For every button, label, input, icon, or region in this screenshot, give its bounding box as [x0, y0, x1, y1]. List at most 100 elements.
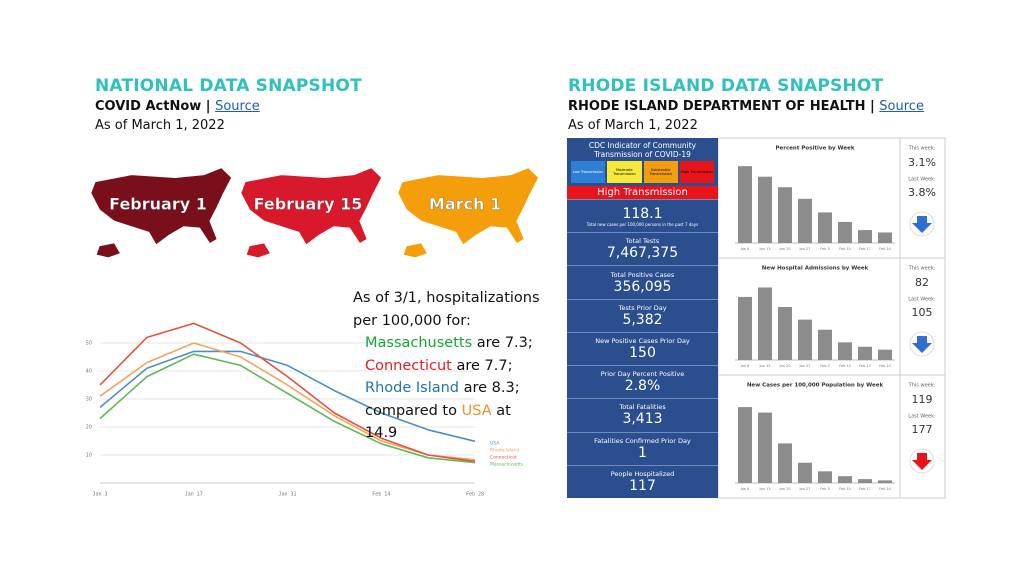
- note-item: Connecticut are 7.7;: [353, 355, 543, 378]
- state-value: are 7.7;: [456, 357, 513, 374]
- stat-value: 7,467,375: [606, 245, 679, 262]
- last-week-label: Last Week:: [908, 177, 936, 183]
- bar: [878, 232, 892, 243]
- stat: Total Tests 7,467,375: [567, 232, 718, 265]
- map-shape: [240, 167, 382, 246]
- y-tick-label: 50: [86, 341, 92, 347]
- stat-label: Prior Day Percent Positive: [600, 370, 685, 379]
- stat-value: 118.1: [622, 205, 663, 222]
- bar: [738, 296, 752, 360]
- last-week-value: 3.8%: [908, 186, 936, 199]
- cdc-legend: Low Transmission Moderate Transmission Sub…: [567, 161, 718, 186]
- bar: [858, 230, 872, 243]
- x-tick-label: Jan 6: [740, 487, 750, 491]
- x-tick-label: Jan 13: [759, 247, 771, 251]
- cdc-level: Moderate Transmission: [607, 161, 642, 183]
- stat-value: 3,413: [622, 411, 663, 428]
- this-week-label: This week:: [908, 146, 936, 152]
- last-week-value: 105: [912, 306, 933, 319]
- x-tick-label: Feb 28: [466, 492, 484, 498]
- series-line: [99, 350, 476, 443]
- national-as-of: As of March 1, 2022: [95, 118, 225, 133]
- map-shape: [90, 167, 232, 246]
- this-week-value: 119: [912, 393, 933, 406]
- stat-value: 5,382: [622, 311, 663, 328]
- bar-chart-title: New Cases per 100,000 Population by Week: [747, 383, 884, 389]
- us-map: [240, 167, 382, 258]
- x-tick-label: Jan 27: [799, 364, 811, 368]
- map-label: February 15: [254, 195, 363, 214]
- stat-label: New Positive Cases Prior Day: [595, 336, 690, 345]
- state-name: Connecticut: [365, 357, 452, 374]
- trend-arrow: [912, 336, 932, 353]
- closing-value: at 14.9: [365, 402, 511, 442]
- stat-caption: Total new cases per 100,000 persons in t…: [586, 221, 699, 227]
- bar: [818, 212, 832, 243]
- trend-arrow: [912, 216, 932, 233]
- x-tick-label: Feb 24: [879, 364, 892, 368]
- x-tick-label: Feb 17: [859, 247, 871, 251]
- last-week-label: Last Week:: [908, 414, 936, 420]
- hospitalization-note: As of 3/1, hospitalizations per 100,000 …: [353, 287, 543, 445]
- stat-label: Fatalities Confirmed Prior Day: [594, 436, 691, 445]
- stat-label: People Hospitalized: [610, 469, 675, 478]
- closing-prefix: compared to: [365, 402, 457, 419]
- series-line: [99, 353, 476, 464]
- state-name: Massachusetts: [365, 335, 473, 351]
- x-tick-label: Jan 13: [759, 487, 771, 491]
- ri-stats-panel: CDC Indicator of Community Transmission …: [567, 138, 718, 498]
- x-tick-label: Jan 20: [779, 487, 791, 491]
- y-tick-label: 30: [86, 397, 92, 403]
- us-map: [397, 167, 539, 258]
- stat-label: Total Positive Cases: [610, 270, 675, 279]
- x-tick-label: Feb 3: [820, 487, 830, 491]
- this-week-value: 3.1%: [908, 156, 936, 169]
- transmission-level: High Transmission: [567, 186, 718, 199]
- bar: [838, 342, 852, 360]
- bar: [878, 480, 892, 483]
- stat: Tests Prior Day 5,382: [567, 298, 718, 332]
- source-org: RHODE ISLAND DEPARTMENT OF HEALTH |: [568, 99, 875, 114]
- bar: [758, 176, 772, 243]
- x-tick-label: Jan 20: [779, 247, 791, 251]
- map-label: March 1: [429, 195, 501, 214]
- state-name: Rhode Island: [365, 380, 460, 396]
- national-source: COVID ActNow | Source: [95, 99, 260, 114]
- state-value: are 8.3;: [463, 380, 520, 396]
- stat: Prior Day Percent Positive 2.8%: [567, 365, 718, 398]
- bars-frame: [717, 137, 946, 499]
- source-link[interactable]: Source: [215, 99, 260, 114]
- bar: [758, 287, 772, 360]
- bar: [818, 471, 832, 483]
- stat: Fatalities Confirmed Prior Day 1: [567, 431, 718, 465]
- bar: [738, 407, 752, 483]
- stat: People Hospitalized 117: [567, 464, 718, 498]
- source-link[interactable]: Source: [879, 99, 924, 114]
- national-title: NATIONAL DATA SNAPSHOT: [95, 76, 362, 96]
- bar: [798, 462, 812, 483]
- series-line: [99, 342, 476, 461]
- stat: Total Fatalities 3,413: [567, 398, 718, 431]
- bar: [858, 346, 872, 360]
- bar: [778, 187, 792, 243]
- bar: [798, 319, 812, 360]
- legend-label: Massachusetts: [490, 462, 524, 468]
- legend-label: Connecticut: [490, 455, 517, 461]
- x-tick-label: Feb 24: [879, 487, 892, 491]
- bar: [858, 479, 872, 483]
- this-week-label: This week:: [908, 383, 936, 389]
- bar: [738, 166, 752, 243]
- x-tick-label: Feb 24: [879, 247, 892, 251]
- series-line: [99, 322, 476, 463]
- us-map: [90, 167, 232, 258]
- x-tick-label: Feb 10: [839, 487, 851, 491]
- bar: [818, 329, 832, 360]
- x-tick-label: Feb 17: [859, 487, 871, 491]
- bar: [878, 349, 892, 360]
- stat-value: 2.8%: [624, 378, 661, 395]
- bar: [838, 476, 852, 483]
- note-intro: As of 3/1, hospitalizations per 100,000 …: [353, 290, 540, 329]
- legend-label: Rhode Island: [490, 448, 519, 454]
